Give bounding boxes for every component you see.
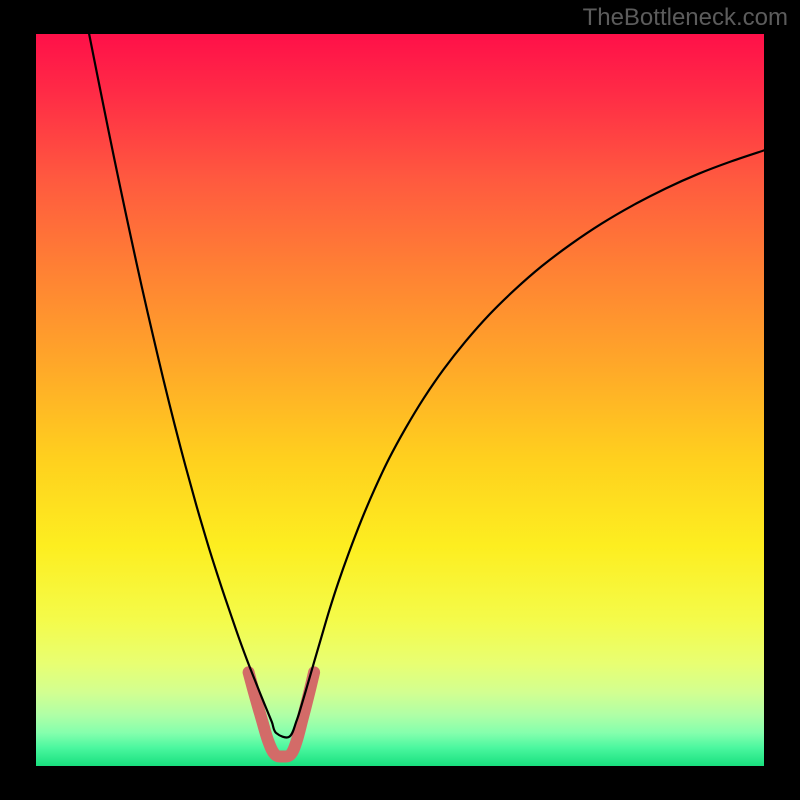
- curve-layer: [36, 34, 764, 766]
- notch-curve: [249, 672, 315, 756]
- plot-area: [36, 34, 764, 766]
- chart-frame: TheBottleneck.com: [0, 0, 800, 800]
- main-curve: [89, 34, 764, 737]
- watermark-text: TheBottleneck.com: [583, 4, 788, 32]
